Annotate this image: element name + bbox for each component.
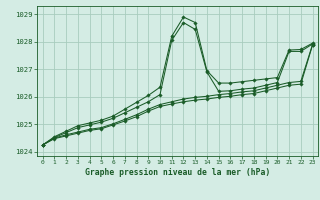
X-axis label: Graphe pression niveau de la mer (hPa): Graphe pression niveau de la mer (hPa) — [85, 168, 270, 177]
